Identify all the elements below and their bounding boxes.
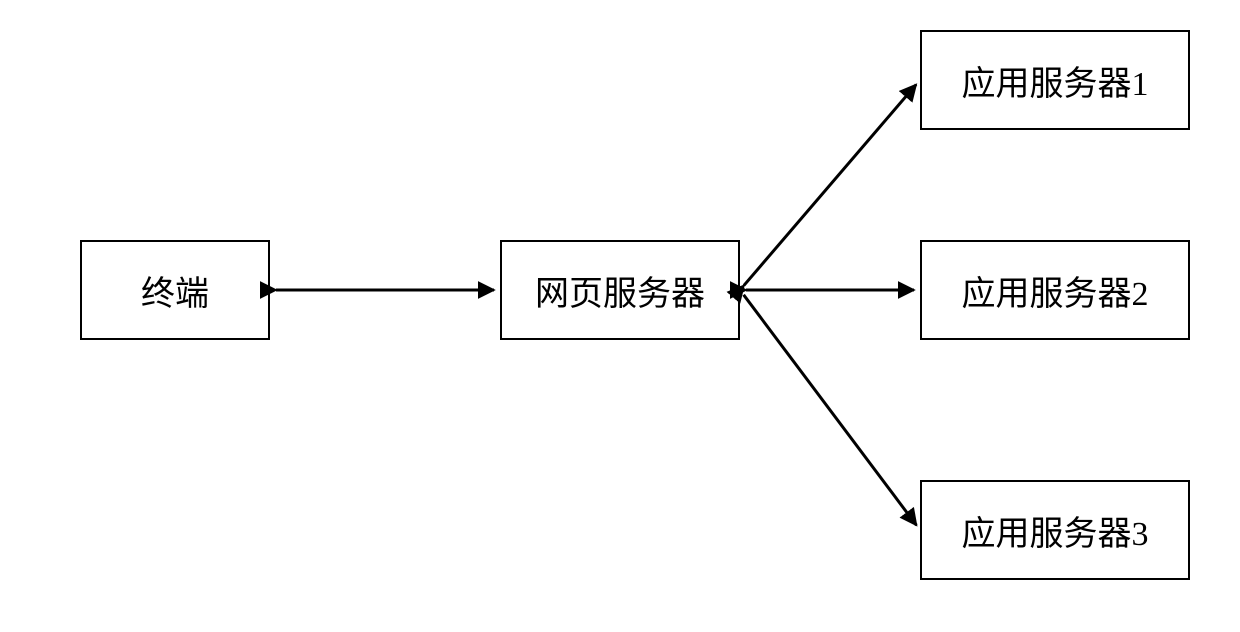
- node-app-server-1-label: 应用服务器1: [962, 56, 1149, 105]
- node-terminal-label: 终端: [141, 266, 209, 315]
- node-terminal: 终端: [80, 240, 270, 340]
- edge-web-app1: [744, 85, 916, 286]
- node-app-server-2-label: 应用服务器2: [962, 266, 1149, 315]
- node-app-server-3-label: 应用服务器3: [962, 506, 1149, 555]
- node-app-server-3: 应用服务器3: [920, 480, 1190, 580]
- node-app-server-1: 应用服务器1: [920, 30, 1190, 130]
- node-app-server-2: 应用服务器2: [920, 240, 1190, 340]
- diagram-canvas: 终端 网页服务器 应用服务器1 应用服务器2 应用服务器3: [0, 0, 1240, 632]
- edge-web-app3: [744, 295, 917, 525]
- node-web-server-label: 网页服务器: [535, 266, 705, 315]
- node-web-server: 网页服务器: [500, 240, 740, 340]
